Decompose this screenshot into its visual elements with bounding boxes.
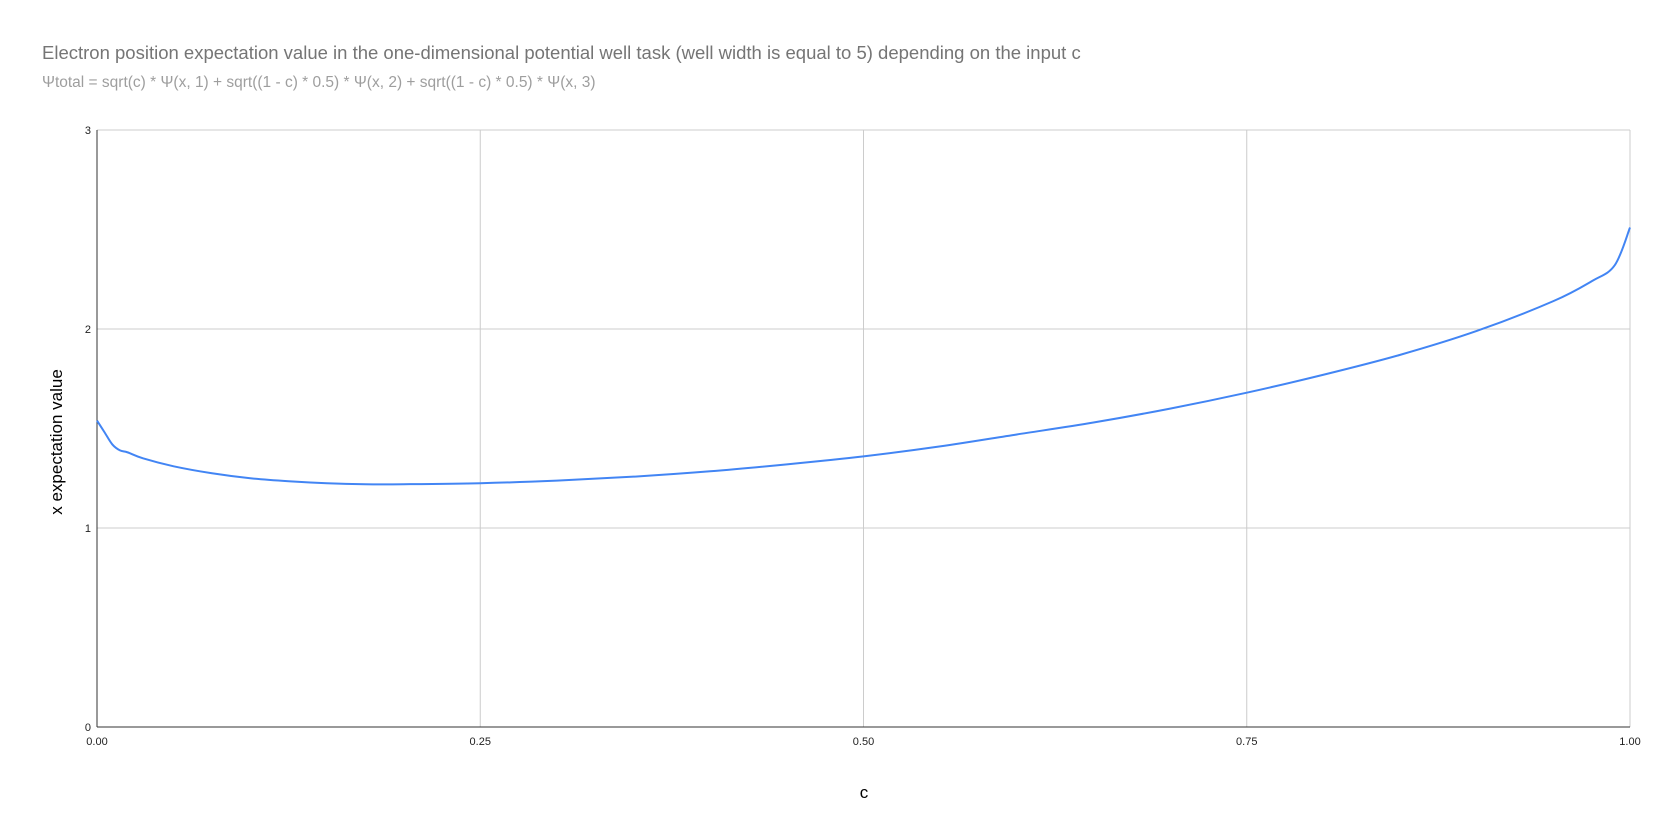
x-tick-label: 0.00 (86, 736, 107, 748)
chart-title: Electron position expectation value in t… (42, 42, 1081, 63)
x-tick-label: 0.75 (1236, 736, 1257, 748)
y-tick-label: 0 (85, 722, 91, 734)
x-tick-label: 1.00 (1619, 736, 1640, 748)
y-tick-label: 1 (85, 523, 91, 535)
x-tick-label: 0.50 (853, 736, 874, 748)
x-tick-label: 0.25 (470, 736, 491, 748)
series (96, 227, 1631, 486)
y-tick-label: 3 (85, 125, 91, 137)
y-tick-label: 2 (85, 324, 91, 336)
grid (96, 129, 1631, 727)
axes (96, 130, 1630, 728)
series-line (96, 227, 1631, 486)
chart-subtitle: Ψtotal = sqrt(c) * Ψ(x, 1) + sqrt((1 - c… (42, 74, 596, 91)
tick-labels: 0.00 0.25 0.50 0.75 1.00 0 1 2 3 (85, 125, 1641, 748)
x-axis-title: c (860, 783, 869, 802)
y-axis-title: x expectation value (47, 369, 66, 515)
